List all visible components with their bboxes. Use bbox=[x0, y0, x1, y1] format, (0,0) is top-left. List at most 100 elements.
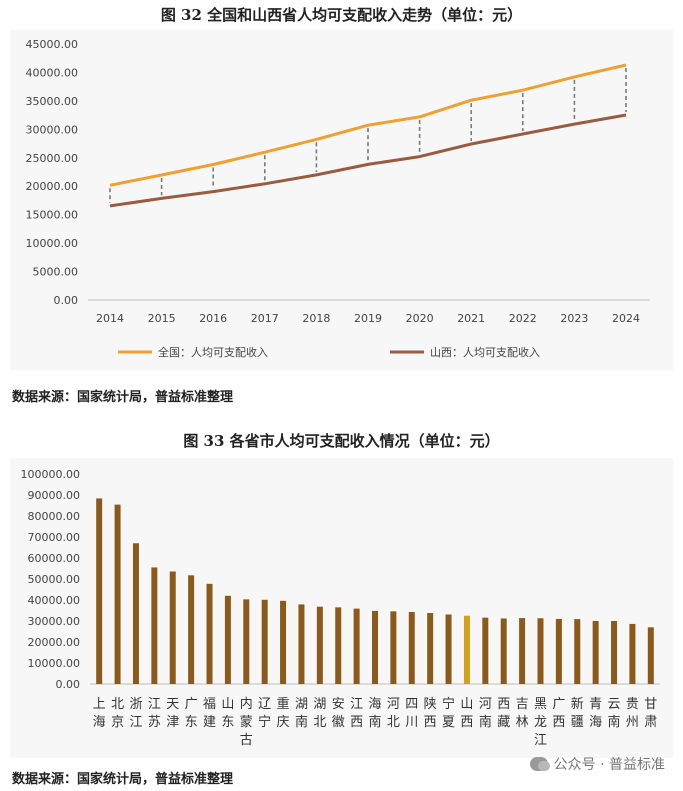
y-tick-label: 10000.00 bbox=[28, 657, 81, 670]
category-label: 陕 bbox=[424, 697, 437, 712]
x-tick-label: 2023 bbox=[560, 312, 588, 325]
category-label: 宁 bbox=[442, 696, 455, 712]
category-label: 湖 bbox=[313, 697, 326, 712]
bar-天津 bbox=[169, 571, 176, 684]
category-label: 徽 bbox=[332, 715, 345, 730]
category-label: 云 bbox=[608, 697, 621, 712]
chart1-source: 数据来源：国家统计局，普益标准整理 bbox=[12, 390, 234, 405]
bar-新疆 bbox=[574, 619, 581, 684]
bar-上海 bbox=[96, 498, 103, 684]
category-label: 南 bbox=[479, 714, 492, 730]
wechat-icon bbox=[529, 757, 550, 771]
chart1-title: 图 32 全国和山西省人均可支配收入走势（单位：元） bbox=[160, 6, 523, 24]
x-tick-label: 2016 bbox=[199, 312, 227, 325]
category-label: 林 bbox=[516, 715, 529, 730]
x-tick-label: 2017 bbox=[251, 312, 279, 325]
bar-重庆 bbox=[280, 600, 287, 684]
line-chart-svg: 0.00 5000.00 10000.00 15000.00 20000.00 25000… bbox=[26, 38, 650, 359]
bar-吉林 bbox=[519, 618, 526, 684]
category-label: 西 bbox=[497, 697, 510, 712]
bar-内蒙古 bbox=[243, 599, 250, 684]
category-label: 江 bbox=[148, 697, 161, 712]
category-label: 川 bbox=[405, 715, 418, 730]
y-tick-label: 70000.00 bbox=[28, 531, 81, 544]
category-label: 四 bbox=[405, 697, 418, 712]
y-tick-label: 50000.00 bbox=[28, 573, 81, 586]
category-label: 北 bbox=[111, 697, 124, 712]
y-tick-label: 80000.00 bbox=[28, 510, 81, 523]
category-label: 上 bbox=[93, 697, 106, 712]
category-label: 广 bbox=[185, 697, 198, 712]
y-tick-label: 5000.00 bbox=[33, 266, 79, 279]
category-label: 黑 bbox=[534, 697, 547, 712]
category-label: 广 bbox=[552, 697, 565, 712]
watermark: 公众号 · 普益标准 bbox=[529, 754, 665, 774]
category-label: 天 bbox=[166, 697, 179, 712]
bar-青海 bbox=[592, 621, 599, 684]
category-label: 庆 bbox=[277, 715, 290, 730]
y-tick-label: 20000.00 bbox=[26, 180, 79, 193]
category-label: 安 bbox=[332, 697, 345, 712]
y-tick-label: 30000.00 bbox=[28, 615, 81, 628]
bar-chart-svg: 0.00 10000.00 20000.00 30000.00 40000.00 5000… bbox=[21, 468, 660, 748]
category-label: 重 bbox=[277, 696, 290, 712]
category-label: 北 bbox=[387, 715, 400, 730]
category-label: 内 bbox=[240, 696, 253, 712]
category-label: 湖 bbox=[295, 697, 308, 712]
category-label: 京 bbox=[111, 715, 124, 730]
y-tick-label: 10000.00 bbox=[26, 237, 79, 250]
chart2-title: 图 33 各省市人均可支配收入情况（单位：元） bbox=[183, 432, 500, 450]
category-label: 蒙 bbox=[240, 715, 253, 730]
series-line-national bbox=[109, 63, 627, 187]
bar-江西 bbox=[353, 608, 360, 684]
category-label: 浙 bbox=[129, 697, 142, 712]
category-label: 海 bbox=[589, 715, 602, 730]
y-tick-label: 35000.00 bbox=[26, 95, 79, 108]
bar-河南 bbox=[482, 617, 489, 684]
bar-云南 bbox=[611, 621, 618, 684]
category-label: 龙 bbox=[534, 715, 547, 730]
y-tick-label: 20000.00 bbox=[28, 636, 81, 649]
category-label: 山 bbox=[460, 697, 473, 712]
category-label: 建 bbox=[203, 715, 216, 730]
x-tick-label: 2021 bbox=[457, 312, 485, 325]
y-tick-label: 30000.00 bbox=[26, 123, 79, 136]
category-label: 吉 bbox=[516, 697, 529, 712]
category-label: 肃 bbox=[644, 715, 657, 730]
category-label: 西 bbox=[350, 715, 363, 730]
y-tick-label: 40000.00 bbox=[26, 66, 79, 79]
category-label: 海 bbox=[93, 715, 106, 730]
y-tick-label: 0.00 bbox=[56, 678, 81, 691]
x-tick-label: 2019 bbox=[354, 312, 382, 325]
category-label: 藏 bbox=[497, 715, 510, 730]
bar-四川 bbox=[408, 611, 415, 684]
category-label: 南 bbox=[295, 714, 308, 730]
category-label: 福 bbox=[203, 697, 216, 712]
x-tick-label: 2018 bbox=[302, 312, 330, 325]
x-tick-label: 2022 bbox=[509, 312, 537, 325]
category-label: 西 bbox=[424, 715, 437, 730]
x-tick-label: 2015 bbox=[148, 312, 176, 325]
category-label: 山 bbox=[221, 697, 234, 712]
category-label: 夏 bbox=[442, 715, 455, 730]
bar-甘肃 bbox=[647, 627, 654, 684]
bar-贵州 bbox=[629, 623, 636, 684]
y-tick-label: 15000.00 bbox=[26, 209, 79, 222]
bar-宁夏 bbox=[445, 614, 452, 684]
category-label: 江 bbox=[129, 715, 142, 730]
bar-福建 bbox=[206, 583, 213, 684]
y-tick-label: 90000.00 bbox=[28, 489, 81, 502]
series-line-shanxi bbox=[109, 113, 627, 208]
bar-海南 bbox=[372, 610, 378, 684]
category-label: 北 bbox=[313, 715, 326, 730]
category-label: 津 bbox=[166, 715, 179, 730]
category-label: 东 bbox=[185, 715, 198, 730]
bar-浙江 bbox=[132, 543, 139, 684]
category-label: 州 bbox=[626, 715, 639, 730]
category-label: 苏 bbox=[148, 714, 161, 730]
category-label: 辽 bbox=[258, 697, 271, 712]
chart2-source: 数据来源：国家统计局，普益标准整理 bbox=[12, 772, 234, 787]
bar-湖南 bbox=[298, 604, 305, 684]
bar-陕西 bbox=[427, 613, 434, 684]
bar-辽宁 bbox=[261, 599, 268, 684]
